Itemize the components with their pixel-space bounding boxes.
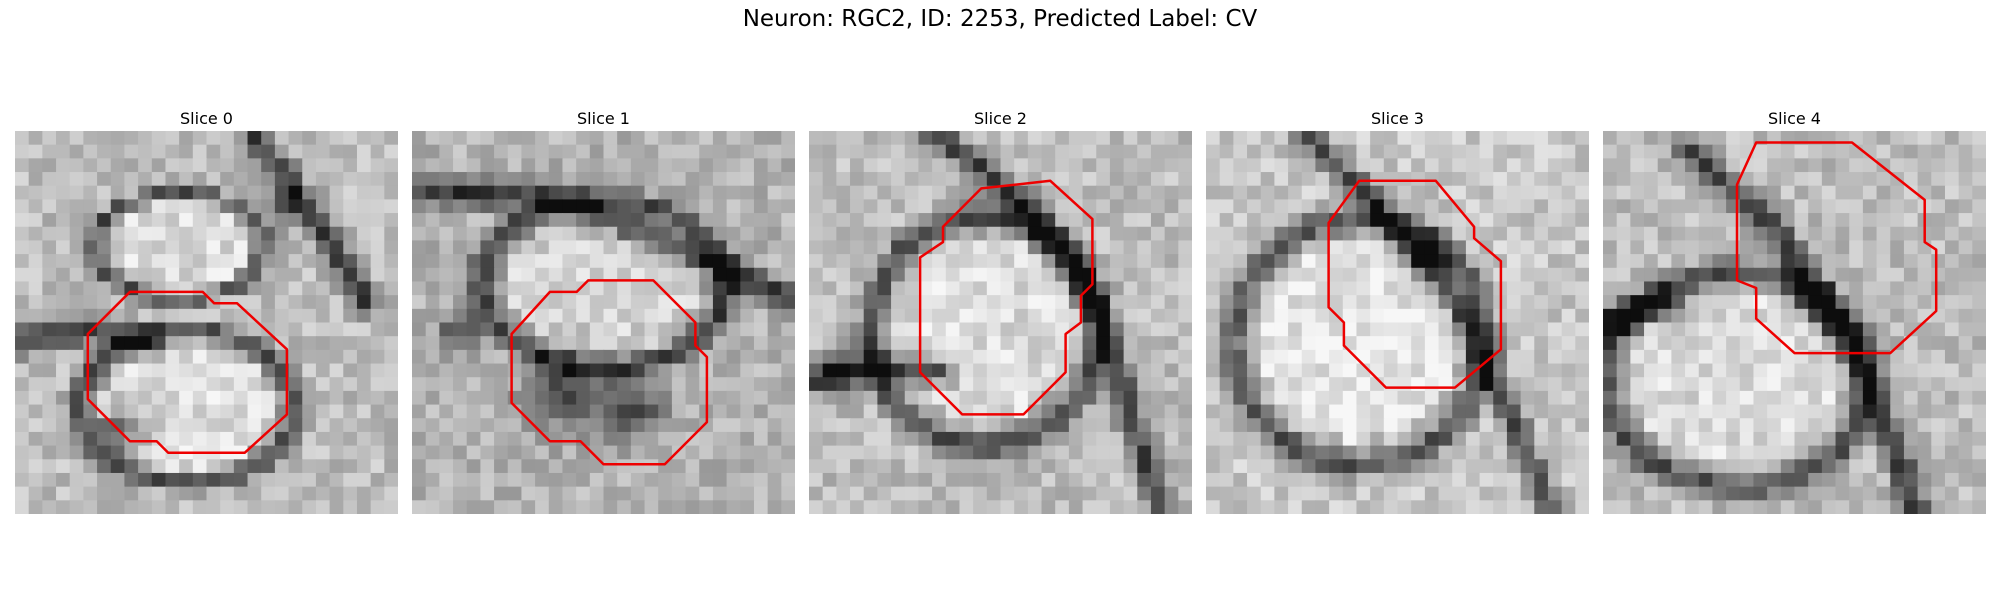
figure-title: Neuron: RGC2, ID: 2253, Predicted Label:… bbox=[742, 6, 1258, 32]
slice-svg-4 bbox=[1603, 131, 1986, 514]
slice-panel-3: Slice 3 bbox=[1206, 107, 1589, 514]
slice-image-4 bbox=[1603, 131, 1986, 514]
roi-outline bbox=[1735, 141, 1938, 355]
slice-svg-0 bbox=[15, 131, 398, 514]
slice-panel-1: Slice 1 bbox=[412, 107, 795, 514]
slice-title-4: Slice 4 bbox=[1768, 109, 1821, 128]
roi-outline bbox=[510, 279, 709, 466]
slice-title-0: Slice 0 bbox=[180, 109, 233, 128]
slice-panel-2: Slice 2 bbox=[809, 107, 1192, 514]
slice-image-3 bbox=[1206, 131, 1589, 514]
slice-svg-3 bbox=[1206, 131, 1589, 514]
slice-title-1: Slice 1 bbox=[577, 109, 630, 128]
slice-panel-0: Slice 0 bbox=[15, 107, 398, 514]
slice-title-3: Slice 3 bbox=[1371, 109, 1424, 128]
roi-outline bbox=[918, 179, 1094, 416]
slice-svg-1 bbox=[412, 131, 795, 514]
roi-outline bbox=[1327, 179, 1503, 389]
slice-panel-4: Slice 4 bbox=[1603, 107, 1986, 514]
slice-svg-2 bbox=[809, 131, 1192, 514]
slice-image-1 bbox=[412, 131, 795, 514]
roi-outline bbox=[86, 290, 289, 454]
slice-title-2: Slice 2 bbox=[974, 109, 1027, 128]
slice-image-0 bbox=[15, 131, 398, 514]
slice-image-2 bbox=[809, 131, 1192, 514]
